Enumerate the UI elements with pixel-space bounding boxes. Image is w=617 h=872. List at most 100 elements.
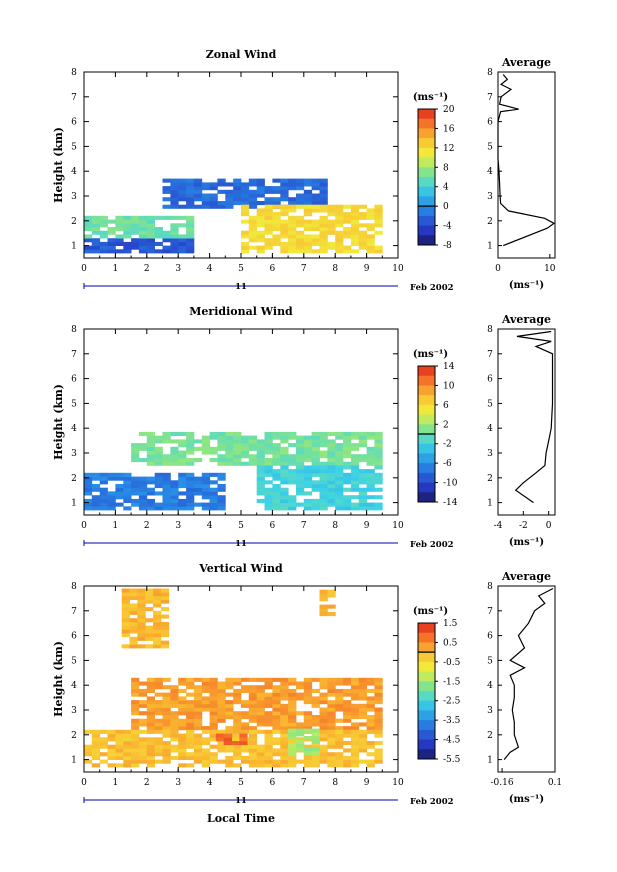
heatmap-cell [99,215,108,220]
heatmap-cell [170,703,179,708]
heatmap-cell [201,472,211,477]
heatmap-cell [358,729,368,734]
heatmap-cell [319,189,328,194]
heatmap-cell [327,230,336,235]
heatmap-cell [264,755,273,760]
heatmap-cell [343,212,352,217]
heatmap-cell [319,718,328,723]
heatmap-cell [374,435,383,440]
heatmap-cell [288,219,297,224]
heatmap-cell [319,711,328,716]
heatmap-cell [264,439,273,444]
heatmap-cell [170,182,179,187]
heatmap-cell [350,443,360,448]
colorbar-segment [418,739,435,750]
heatmap-cell [146,726,155,731]
heatmap-cell [319,443,328,448]
heatmap-cell [186,480,195,485]
heatmap-cell [178,677,187,682]
heatmap-cell [178,204,187,209]
profile-y-tick-label: 7 [487,607,493,617]
heatmap-cell [193,755,203,760]
profile-x-label: (ms⁻¹) [509,280,544,291]
heatmap-cell [335,458,344,463]
heatmap-cell [272,707,281,712]
heatmap-cell [358,688,368,693]
heatmap-cell [217,502,226,507]
heatmap-cell [91,752,101,757]
heatmap-cell [91,215,101,220]
heatmap-cell [319,241,328,246]
heatmap-cell [217,472,226,477]
colorbar-segment [418,196,435,207]
heatmap-cell [335,491,344,496]
heatmap-cell [358,491,368,496]
colorbar-segment [418,186,435,197]
heatmap-cell [335,498,344,503]
heatmap-cell [225,711,234,716]
colorbar-tick-label: -1.5 [443,677,461,687]
heatmap-cell [154,718,163,723]
heatmap-cell [146,688,155,693]
heatmap-cell [303,711,313,716]
heatmap-cell [272,677,281,682]
heatmap-cell [178,245,187,250]
profile-y-tick-label: 3 [487,706,493,716]
heatmap-cell [123,752,132,757]
heatmap-cell [241,241,250,246]
heatmap-cell [146,249,155,254]
heatmap-cell [225,458,234,463]
colorbar-segment [418,225,435,236]
heatmap-cell [272,506,281,511]
heatmap-cell [160,622,170,627]
colorbar-tick-label: -4 [443,222,452,232]
heatmap-cell [311,750,320,755]
heatmap-cell [131,722,140,727]
heatmap-cell [272,688,281,693]
heatmap-cell [288,692,297,697]
heatmap-cell [138,681,148,686]
heatmap-cell [146,458,155,463]
heatmap-cell [201,502,211,507]
heatmap-cell [256,454,265,459]
heatmap-cell [121,603,130,608]
heatmap-cell [303,747,313,752]
heatmap-cell [225,748,234,753]
heatmap-cell [217,744,226,749]
heatmap-cell [303,446,313,451]
heatmap-cell [231,741,240,746]
heatmap-cell [217,715,226,720]
heatmap-cell [162,502,171,507]
heatmap-cell [319,461,328,466]
heatmap-cell [358,245,368,250]
heatmap-cell [233,446,242,451]
heatmap-cell [225,755,234,760]
profile-y-tick-label: 1 [487,499,493,509]
heatmap-cell [248,744,258,749]
heatmap-cell [131,748,140,753]
heatmap-cell [311,443,320,448]
heatmap-cell [272,469,281,474]
heatmap-cell [272,219,281,224]
heatmap-cell [350,472,360,477]
heatmap-cell [160,599,170,604]
heatmap-cell [343,726,352,731]
heatmap-cell [374,476,383,481]
heatmap-cell [115,476,124,481]
heatmap-cell [280,763,289,768]
heatmap-cell [201,700,211,705]
heatmap-cell [170,726,179,731]
colorbar-segment [418,157,435,168]
heatmap-cell [303,755,313,760]
heatmap-cell [217,487,226,492]
heatmap-cell [264,681,273,686]
heatmap-cell [366,469,375,474]
heatmap-cell [99,245,108,250]
heatmap-cell [319,729,328,734]
heatmap-cell [272,227,281,232]
heatmap-cell [264,495,273,500]
heatmap-cell [264,711,273,716]
heatmap-cell [343,692,352,697]
heatmap-cell [311,763,320,768]
heatmap-cell [178,703,187,708]
